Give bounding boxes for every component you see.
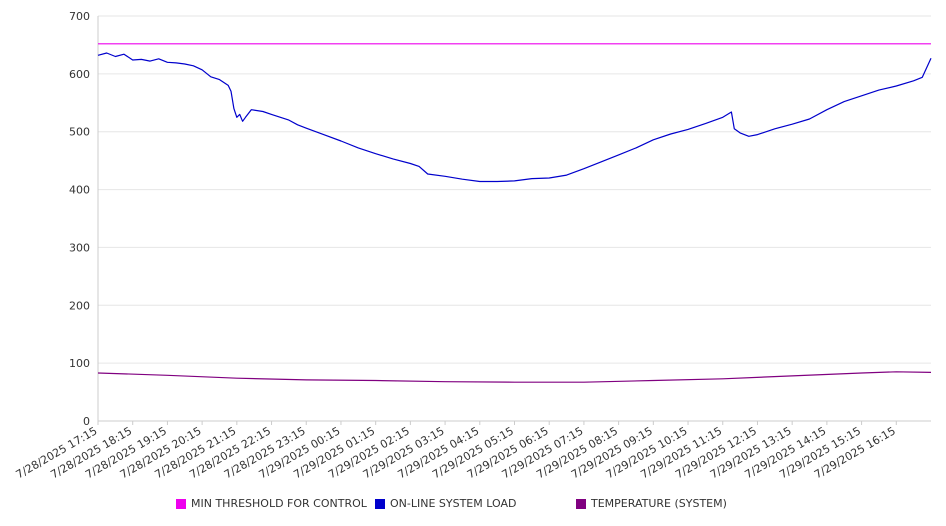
y-tick-label: 200 xyxy=(69,299,90,312)
y-tick-label: 500 xyxy=(69,126,90,139)
series-line-system-load xyxy=(97,52,932,183)
y-tick-label: 300 xyxy=(69,241,90,254)
legend-item-temperature[interactable]: TEMPERATURE (SYSTEM) xyxy=(576,497,727,510)
legend-item-min-threshold[interactable]: MIN THRESHOLD FOR CONTROL xyxy=(176,497,367,510)
x-tick-labels: 7/28/2025 17:157/28/2025 18:157/28/2025 … xyxy=(14,424,898,481)
y-tick-label: 700 xyxy=(69,10,90,23)
y-tick-label: 0 xyxy=(83,415,90,428)
y-tick-label: 400 xyxy=(69,184,90,197)
series-lines xyxy=(97,43,932,383)
legend-label-min-threshold: MIN THRESHOLD FOR CONTROL xyxy=(191,497,367,510)
axes xyxy=(97,16,931,425)
legend-swatch-system-load xyxy=(375,498,385,509)
y-tick-label: 100 xyxy=(69,357,90,370)
y-tick-labels: 0 100 200 300 400 500 600 700 xyxy=(69,10,90,428)
series-line-temperature xyxy=(97,371,932,383)
grid-lines xyxy=(98,15,931,364)
legend-swatch-temperature xyxy=(576,498,586,509)
legend-label-system-load: ON-LINE SYSTEM LOAD xyxy=(390,497,517,510)
y-tick-label: 600 xyxy=(69,68,90,81)
legend: MIN THRESHOLD FOR CONTROL ON-LINE SYSTEM… xyxy=(0,497,946,515)
legend-label-temperature: TEMPERATURE (SYSTEM) xyxy=(591,497,727,510)
legend-item-system-load[interactable]: ON-LINE SYSTEM LOAD xyxy=(375,497,516,510)
legend-swatch-min-threshold xyxy=(176,498,186,509)
